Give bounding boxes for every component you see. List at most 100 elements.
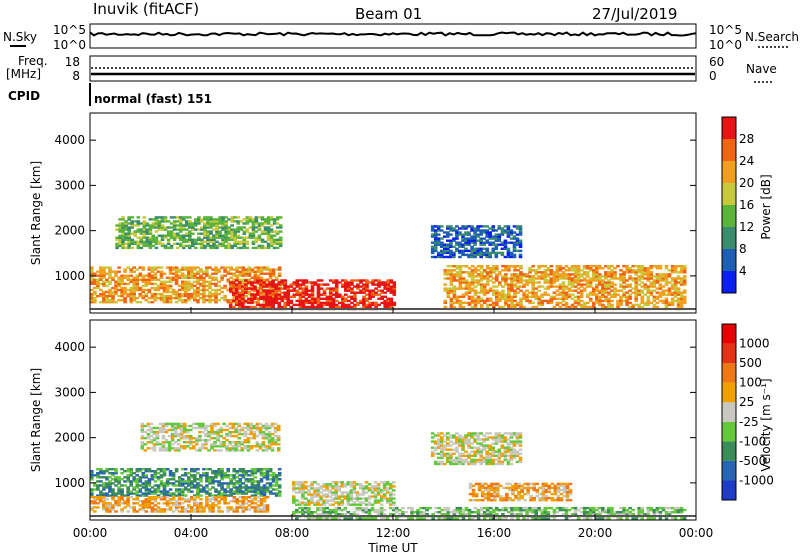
echo-cell: [187, 500, 191, 503]
echo-cell: [430, 251, 435, 255]
echo-cell: [334, 283, 339, 286]
echo-cell: [209, 246, 213, 250]
echo-cell: [235, 498, 239, 501]
echo-cell: [259, 470, 264, 473]
echo-cell: [190, 282, 194, 286]
echo-cell: [637, 279, 641, 282]
echo-cell: [470, 235, 474, 238]
echo-cell: [165, 301, 170, 304]
echo-cell: [510, 285, 514, 288]
echo-cell: [261, 445, 266, 448]
echo-cell: [298, 287, 303, 290]
echo-cell: [105, 486, 109, 489]
echo-cell: [268, 270, 273, 273]
echo-cell: [353, 293, 357, 296]
echo-cell: [167, 449, 172, 452]
echo-cell: [316, 487, 320, 490]
echo-cell: [383, 287, 387, 290]
echo-cell: [105, 294, 109, 298]
echo-cell: [136, 228, 141, 231]
echo-cell: [206, 230, 210, 233]
echo-cell: [168, 276, 173, 279]
echo-cell: [492, 291, 496, 294]
echo-cell: [168, 472, 173, 475]
echo-cell: [190, 284, 194, 288]
echo-cell: [168, 478, 173, 481]
echo-cell: [114, 494, 118, 497]
echo-cell: [165, 484, 170, 487]
echo-cell: [167, 434, 172, 438]
echo-cell: [389, 279, 394, 282]
echo-cell: [90, 492, 94, 495]
echo-cell: [340, 481, 345, 484]
echo-cell: [162, 280, 167, 283]
echo-cell: [190, 294, 194, 298]
echo-cell: [129, 280, 133, 283]
echo-cell: [382, 489, 387, 492]
echo-cell: [344, 287, 348, 290]
echo-cell: [188, 232, 192, 235]
echo-cell: [223, 274, 227, 277]
echo-cell: [655, 295, 660, 298]
echo-cell: [257, 238, 262, 241]
echo-cell: [549, 297, 554, 300]
echo-cell: [162, 296, 167, 300]
echo-cell: [458, 231, 462, 234]
echo-cell: [213, 424, 217, 428]
echo-cell: [245, 246, 250, 250]
echo-cell: [130, 238, 134, 241]
echo-cell: [254, 246, 259, 250]
echo-cell: [492, 269, 496, 272]
echo-cell: [253, 470, 258, 473]
echo-cell: [664, 299, 669, 303]
echo-cell: [585, 265, 590, 268]
echo-cell: [146, 447, 151, 450]
echo-cell: [534, 297, 538, 300]
echo-cell: [205, 280, 209, 283]
echo-cell: [220, 486, 224, 489]
echo-cell: [228, 432, 232, 436]
echo-cell: [164, 441, 169, 444]
echo-cell: [528, 271, 532, 274]
echo-cell: [263, 232, 268, 235]
echo-cell: [549, 295, 554, 298]
echo-cell: [334, 491, 338, 494]
echo-cell: [227, 226, 231, 229]
echo-cell: [331, 487, 335, 490]
echo-cell: [673, 277, 678, 280]
echo-cell: [470, 251, 474, 255]
echo-cell: [637, 293, 641, 296]
echo-cell: [275, 232, 280, 235]
echo-cell: [262, 292, 267, 296]
echo-cell: [233, 238, 237, 241]
echo-cell: [243, 422, 248, 426]
echo-cell: [196, 490, 200, 493]
echo-cell: [661, 301, 666, 305]
echo-cell: [452, 239, 456, 242]
echo-cell: [628, 277, 632, 280]
echo-cell: [473, 239, 477, 242]
echo-cell: [144, 486, 149, 489]
echo-cell: [162, 299, 167, 302]
echo-cell: [90, 272, 94, 275]
echo-cell: [222, 445, 226, 448]
echo-cell: [358, 497, 363, 500]
echo-cell: [226, 301, 230, 304]
echo-cell: [470, 237, 474, 240]
echo-cell: [108, 494, 112, 497]
echo-cell: [610, 265, 614, 268]
echo-cell: [93, 286, 97, 290]
echo-cell: [256, 510, 261, 513]
echo-cell: [616, 305, 620, 309]
echo-cell: [334, 303, 339, 307]
echo-cell: [170, 424, 175, 428]
echo-cell: [558, 277, 563, 280]
echo-cell: [497, 225, 502, 228]
echo-cell: [592, 279, 596, 282]
echo-cell: [286, 291, 290, 294]
echo-cell: [193, 272, 197, 275]
echo-cell: [316, 295, 321, 298]
echo-cell: [250, 295, 254, 298]
echo-cell: [322, 499, 326, 502]
echo-cell: [516, 269, 520, 272]
